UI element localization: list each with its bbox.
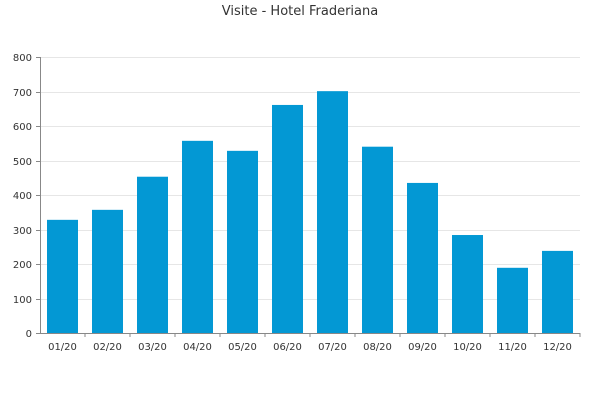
bar-03-20 bbox=[137, 176, 168, 333]
bar-05-20 bbox=[227, 150, 258, 333]
bar-09-20 bbox=[407, 182, 438, 333]
y-tick-label: 200 bbox=[13, 260, 32, 271]
y-tick-label: 500 bbox=[13, 157, 32, 168]
y-tick-label: 600 bbox=[13, 122, 32, 133]
x-tick-label: 07/20 bbox=[318, 342, 347, 353]
y-tick-label: 800 bbox=[13, 53, 32, 64]
y-tick-label: 700 bbox=[13, 88, 32, 99]
bar-08-20 bbox=[362, 146, 393, 333]
x-tick-label: 08/20 bbox=[363, 342, 392, 353]
x-axis: 01/20 02/20 03/20 04/20 05/20 06/20 07/20 08/20… bbox=[40, 333, 581, 353]
chart-title: Visite - Hotel Fraderiana bbox=[222, 4, 378, 19]
x-tick-label: 12/20 bbox=[543, 342, 572, 353]
y-axis: 0 100 200 300 400 500 600 700 800 bbox=[13, 53, 41, 340]
x-tick-label: 10/20 bbox=[453, 342, 482, 353]
bar-10-20 bbox=[452, 235, 483, 333]
x-tick-label: 03/20 bbox=[138, 342, 167, 353]
bar-06-20 bbox=[272, 104, 303, 333]
bar-11-20 bbox=[497, 267, 528, 333]
y-tick-label: 0 bbox=[26, 329, 32, 340]
x-tick-label: 05/20 bbox=[228, 342, 257, 353]
y-tick-label: 100 bbox=[13, 295, 32, 306]
x-tick-label: 02/20 bbox=[93, 342, 122, 353]
x-tick-label: 09/20 bbox=[408, 342, 437, 353]
bar-07-20 bbox=[317, 91, 348, 333]
grid-lines bbox=[40, 57, 580, 300]
bar-02-20 bbox=[92, 209, 123, 333]
x-tick-label: 01/20 bbox=[48, 342, 77, 353]
x-tick-label: 11/20 bbox=[498, 342, 527, 353]
y-tick-label: 400 bbox=[13, 191, 32, 202]
bars bbox=[47, 91, 573, 333]
bar-01-20 bbox=[47, 219, 78, 333]
x-tick-label: 06/20 bbox=[273, 342, 302, 353]
x-tick-label: 04/20 bbox=[183, 342, 212, 353]
bar-04-20 bbox=[182, 140, 213, 333]
y-tick-label: 300 bbox=[13, 226, 32, 237]
bar-12-20 bbox=[542, 250, 573, 333]
